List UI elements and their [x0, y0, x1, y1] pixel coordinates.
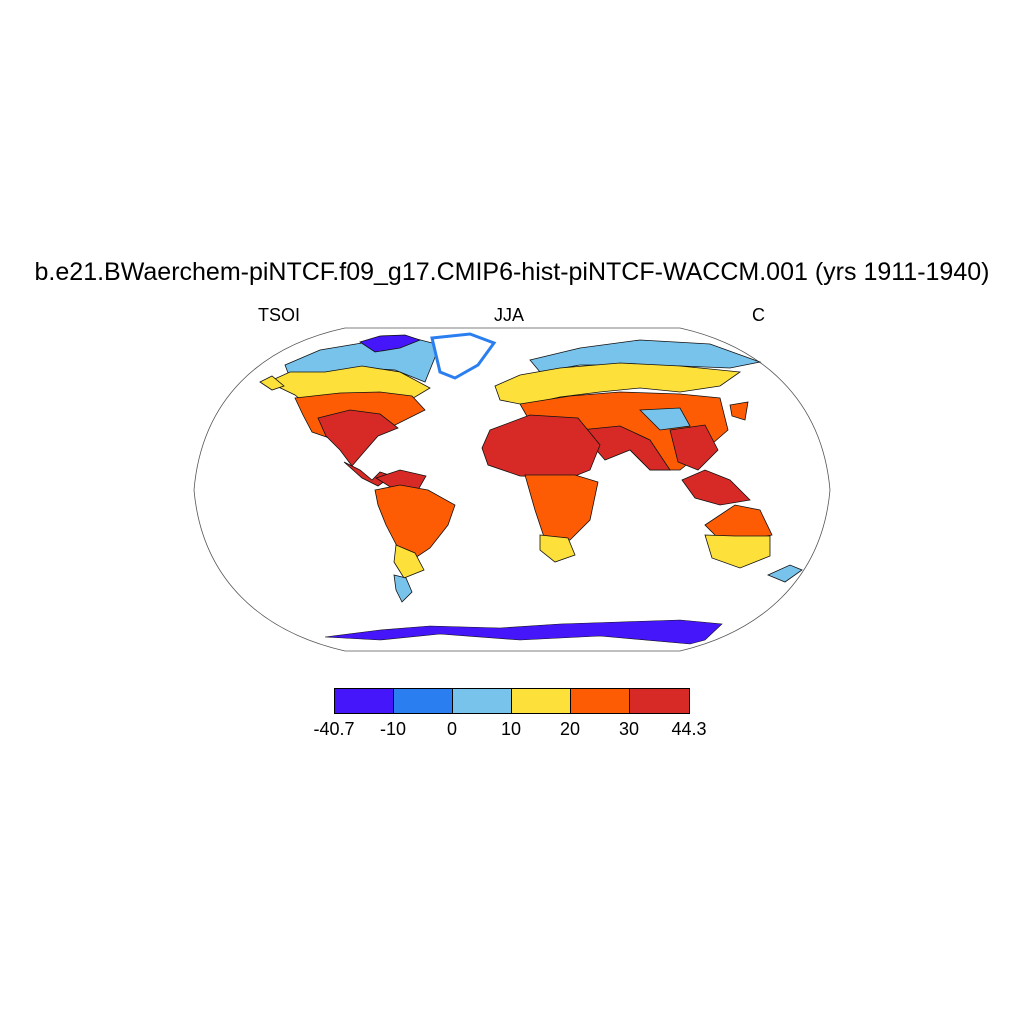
colorbar-label: 30 — [618, 719, 640, 739]
north-america — [259, 334, 441, 487]
colorbar-label: -10 — [379, 719, 407, 739]
season-label: JJA — [494, 305, 525, 325]
greenland — [430, 332, 497, 380]
colorbar-swatch-6 — [629, 688, 690, 714]
colorbar-label: 44.3 — [671, 719, 707, 739]
australia — [704, 504, 803, 583]
colorbar-swatch-4 — [511, 688, 571, 714]
colorbar-label: 20 — [559, 719, 581, 739]
colorbar-swatch-1 — [334, 688, 394, 714]
africa — [481, 414, 601, 563]
colorbar-label: 0 — [446, 719, 458, 739]
colorbar-swatch-3 — [452, 688, 512, 714]
colorbar-label: -40.7 — [313, 719, 355, 739]
units-label: C — [752, 305, 765, 325]
colorbar-swatch-2 — [393, 688, 453, 714]
eurasia — [494, 339, 762, 506]
antarctica — [324, 619, 723, 645]
colorbar-swatch-5 — [570, 688, 630, 714]
plot-title: b.e21.BWaerchem-piNTCF.f09_g17.CMIP6-his… — [34, 258, 990, 286]
south-america — [374, 469, 456, 603]
variable-label: TSOI — [258, 305, 301, 325]
colorbar-label: 10 — [500, 719, 522, 739]
